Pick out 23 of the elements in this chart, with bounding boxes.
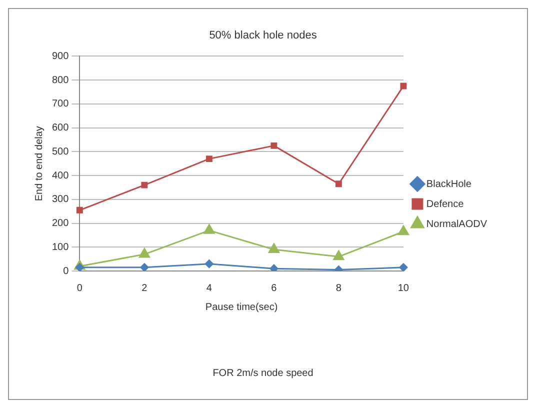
x-tick-label: 10 [398,282,410,294]
text: FOR 2m/s node speed [212,368,314,379]
y-tick-label: 500 [52,146,70,158]
x-tick-label: 6 [271,282,278,294]
y-tick-label: 100 [52,242,70,253]
y-tick-label: 0 [63,266,70,277]
legend-label: BlackHole [426,178,472,190]
x-tick-label: 0 [76,282,83,294]
legend-label: NormalAODV [426,218,488,230]
y-tick-label: 400 [52,170,70,182]
x-tick-label: 2 [142,282,148,294]
x-tick-label: 8 [336,282,342,294]
y-tick-label: 700 [52,98,70,110]
chart-title: 50% black hole nodes [209,30,318,42]
y-tick-label: 200 [52,218,70,230]
x-axis-title: Pause time(sec) [205,302,278,313]
y-tick-label: 300 [52,194,70,206]
legend-label: Defence [426,198,464,210]
x-tick-label: 4 [206,282,212,294]
y-axis-title: End to end delay [34,126,45,202]
y-tick-label: 900 [52,50,70,62]
y-tick-label: 600 [52,122,70,134]
y-tick-label: 800 [52,74,70,86]
